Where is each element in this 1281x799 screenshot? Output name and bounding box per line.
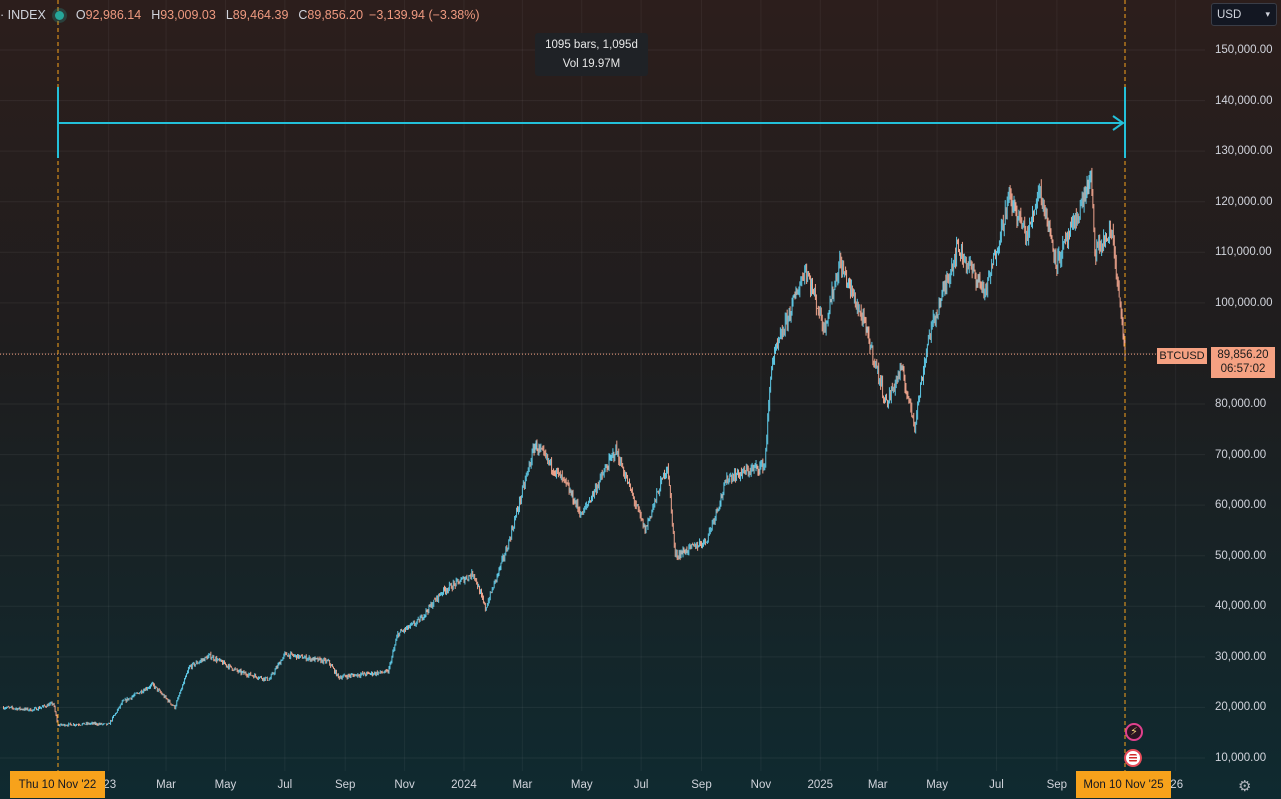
- time-tick-label: Sep: [1046, 779, 1068, 791]
- low-value: 89,464.39: [232, 8, 289, 22]
- time-tick-label: May: [570, 779, 593, 791]
- price-tick-label: 70,000.00: [1215, 448, 1267, 461]
- time-tick-label: Nov: [750, 779, 772, 791]
- ohlc-legend: · INDEX O 92,986.14 H 93,009.03 L 89,464.39…: [0, 5, 486, 25]
- price-tick-label: 150,000.00: [1215, 44, 1273, 56]
- time-tick-label: Jul: [633, 779, 649, 791]
- symbol-price-tag: BTCUSD: [1157, 348, 1207, 364]
- range-start-date-tag: Thu 10 Nov '22: [10, 771, 105, 798]
- gear-icon[interactable]: ⚙: [1238, 778, 1252, 795]
- time-tick-label: '26: [1168, 779, 1184, 791]
- price-tick-label: 120,000.00: [1215, 195, 1273, 208]
- range-end-date-tag: Mon 10 Nov '25: [1076, 771, 1171, 798]
- time-tick-label: May: [926, 779, 948, 791]
- time-tick-label: Mar: [512, 779, 533, 791]
- symbol-label[interactable]: · INDEX: [0, 8, 46, 22]
- price-tick-label: 40,000.00: [1215, 600, 1267, 613]
- time-tick-label: Jul: [277, 779, 293, 791]
- price-tick-label: 10,000.00: [1215, 752, 1267, 764]
- measure-bars: 1095 bars, 1,095d: [545, 38, 638, 51]
- lightning-event-icon[interactable]: ⚡: [1125, 723, 1143, 741]
- time-tick-label: Sep: [334, 779, 356, 791]
- price-tick-label: 60,000.00: [1215, 499, 1267, 512]
- price-tick-label: 100,000.00: [1215, 296, 1273, 309]
- us-flag-event-icon[interactable]: [1124, 749, 1142, 767]
- price-tick-label: 50,000.00: [1215, 549, 1267, 562]
- high-label: H: [151, 8, 161, 22]
- price-tick-label: 30,000.00: [1215, 650, 1267, 663]
- high-value: 93,009.03: [160, 8, 216, 22]
- currency-select[interactable]: USD ▾: [1211, 3, 1277, 26]
- time-tick-label: 2025: [807, 779, 834, 791]
- time-tick-label: Jul: [989, 779, 1004, 791]
- change-value: −3,139.94 (−3.38%): [369, 8, 480, 22]
- currency-value: USD: [1217, 8, 1242, 21]
- time-tick-label: 2024: [451, 779, 477, 791]
- time-tick-label: Sep: [691, 779, 712, 791]
- price-tick-label: 130,000.00: [1215, 145, 1273, 158]
- low-label: L: [225, 8, 233, 22]
- open-label: O: [75, 8, 86, 22]
- last-price-value: 89,856.20: [1217, 349, 1269, 361]
- close-value: 89,856.20: [307, 8, 364, 22]
- price-tick-label: 80,000.00: [1215, 398, 1267, 410]
- bar-countdown: 06:57:02: [1220, 363, 1266, 375]
- time-tick-label: May: [214, 779, 237, 791]
- last-price-tag: 89,856.20 06:57:02: [1211, 347, 1275, 378]
- candle-series: [2, 167, 1126, 727]
- open-value: 92,986.14: [85, 8, 142, 22]
- time-tick-label: Mar: [867, 779, 888, 791]
- chart-grid: [0, 0, 1205, 771]
- market-status-icon: [54, 10, 64, 20]
- price-tick-label: 140,000.00: [1215, 94, 1273, 107]
- date-range-measure: [57, 87, 1126, 158]
- close-label: C: [298, 8, 308, 22]
- chevron-down-icon: ▾: [1265, 9, 1270, 19]
- measure-volume: Vol 19.97M: [562, 57, 621, 70]
- time-tick-label: Mar: [156, 779, 176, 791]
- price-tick-label: 110,000.00: [1215, 246, 1272, 259]
- measure-tooltip: 1095 bars, 1,095d Vol 19.97M: [535, 33, 648, 76]
- price-tick-label: 20,000.00: [1215, 701, 1267, 714]
- time-tick-label: Nov: [394, 779, 415, 791]
